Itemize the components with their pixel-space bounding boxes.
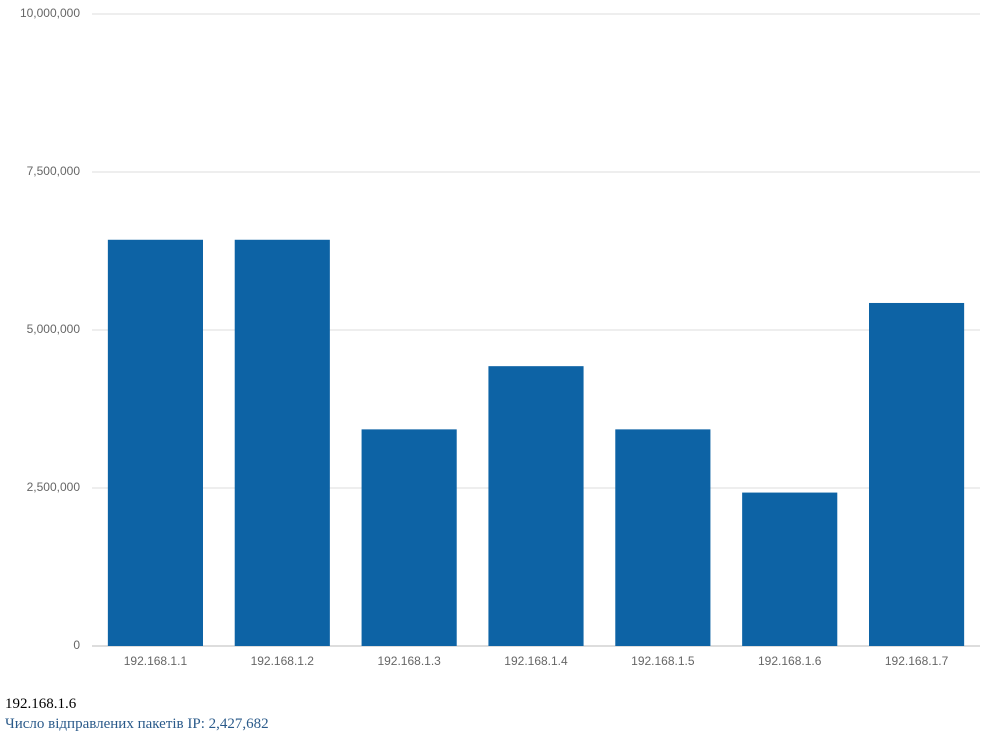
x-tick-label: 192.168.1.7 — [885, 654, 949, 668]
y-tick-label: 2,500,000 — [27, 480, 81, 494]
bar — [107, 239, 203, 646]
bar — [615, 429, 711, 646]
bar — [361, 429, 457, 646]
x-tick-label: 192.168.1.5 — [631, 654, 695, 668]
bar — [234, 239, 330, 646]
x-tick-label: 192.168.1.6 — [758, 654, 822, 668]
x-tick-label: 192.168.1.4 — [504, 654, 568, 668]
bar — [488, 366, 584, 646]
bar — [742, 492, 838, 646]
tooltip-text: Число відправлених пакетів IP: — [5, 716, 205, 732]
x-tick-label: 192.168.1.2 — [251, 654, 315, 668]
tooltip-line: Число відправлених пакетів IP: 2,427,682 — [5, 714, 269, 734]
tooltip-value: 2,427,682 — [208, 716, 269, 732]
bar — [869, 302, 965, 646]
x-tick-label: 192.168.1.1 — [124, 654, 188, 668]
y-tick-label: 0 — [73, 638, 80, 652]
y-tick-label: 5,000,000 — [27, 322, 81, 336]
x-tick-label: 192.168.1.3 — [377, 654, 441, 668]
y-tick-label: 7,500,000 — [27, 164, 81, 178]
y-tick-label: 10,000,000 — [20, 6, 80, 20]
tooltip: 192.168.1.6 Число відправлених пакетів I… — [5, 694, 269, 734]
chart: 0 2,500,000 5,000,000 7,500,000 10,000,000 19… — [20, 6, 980, 668]
tooltip-category: 192.168.1.6 — [5, 696, 77, 712]
